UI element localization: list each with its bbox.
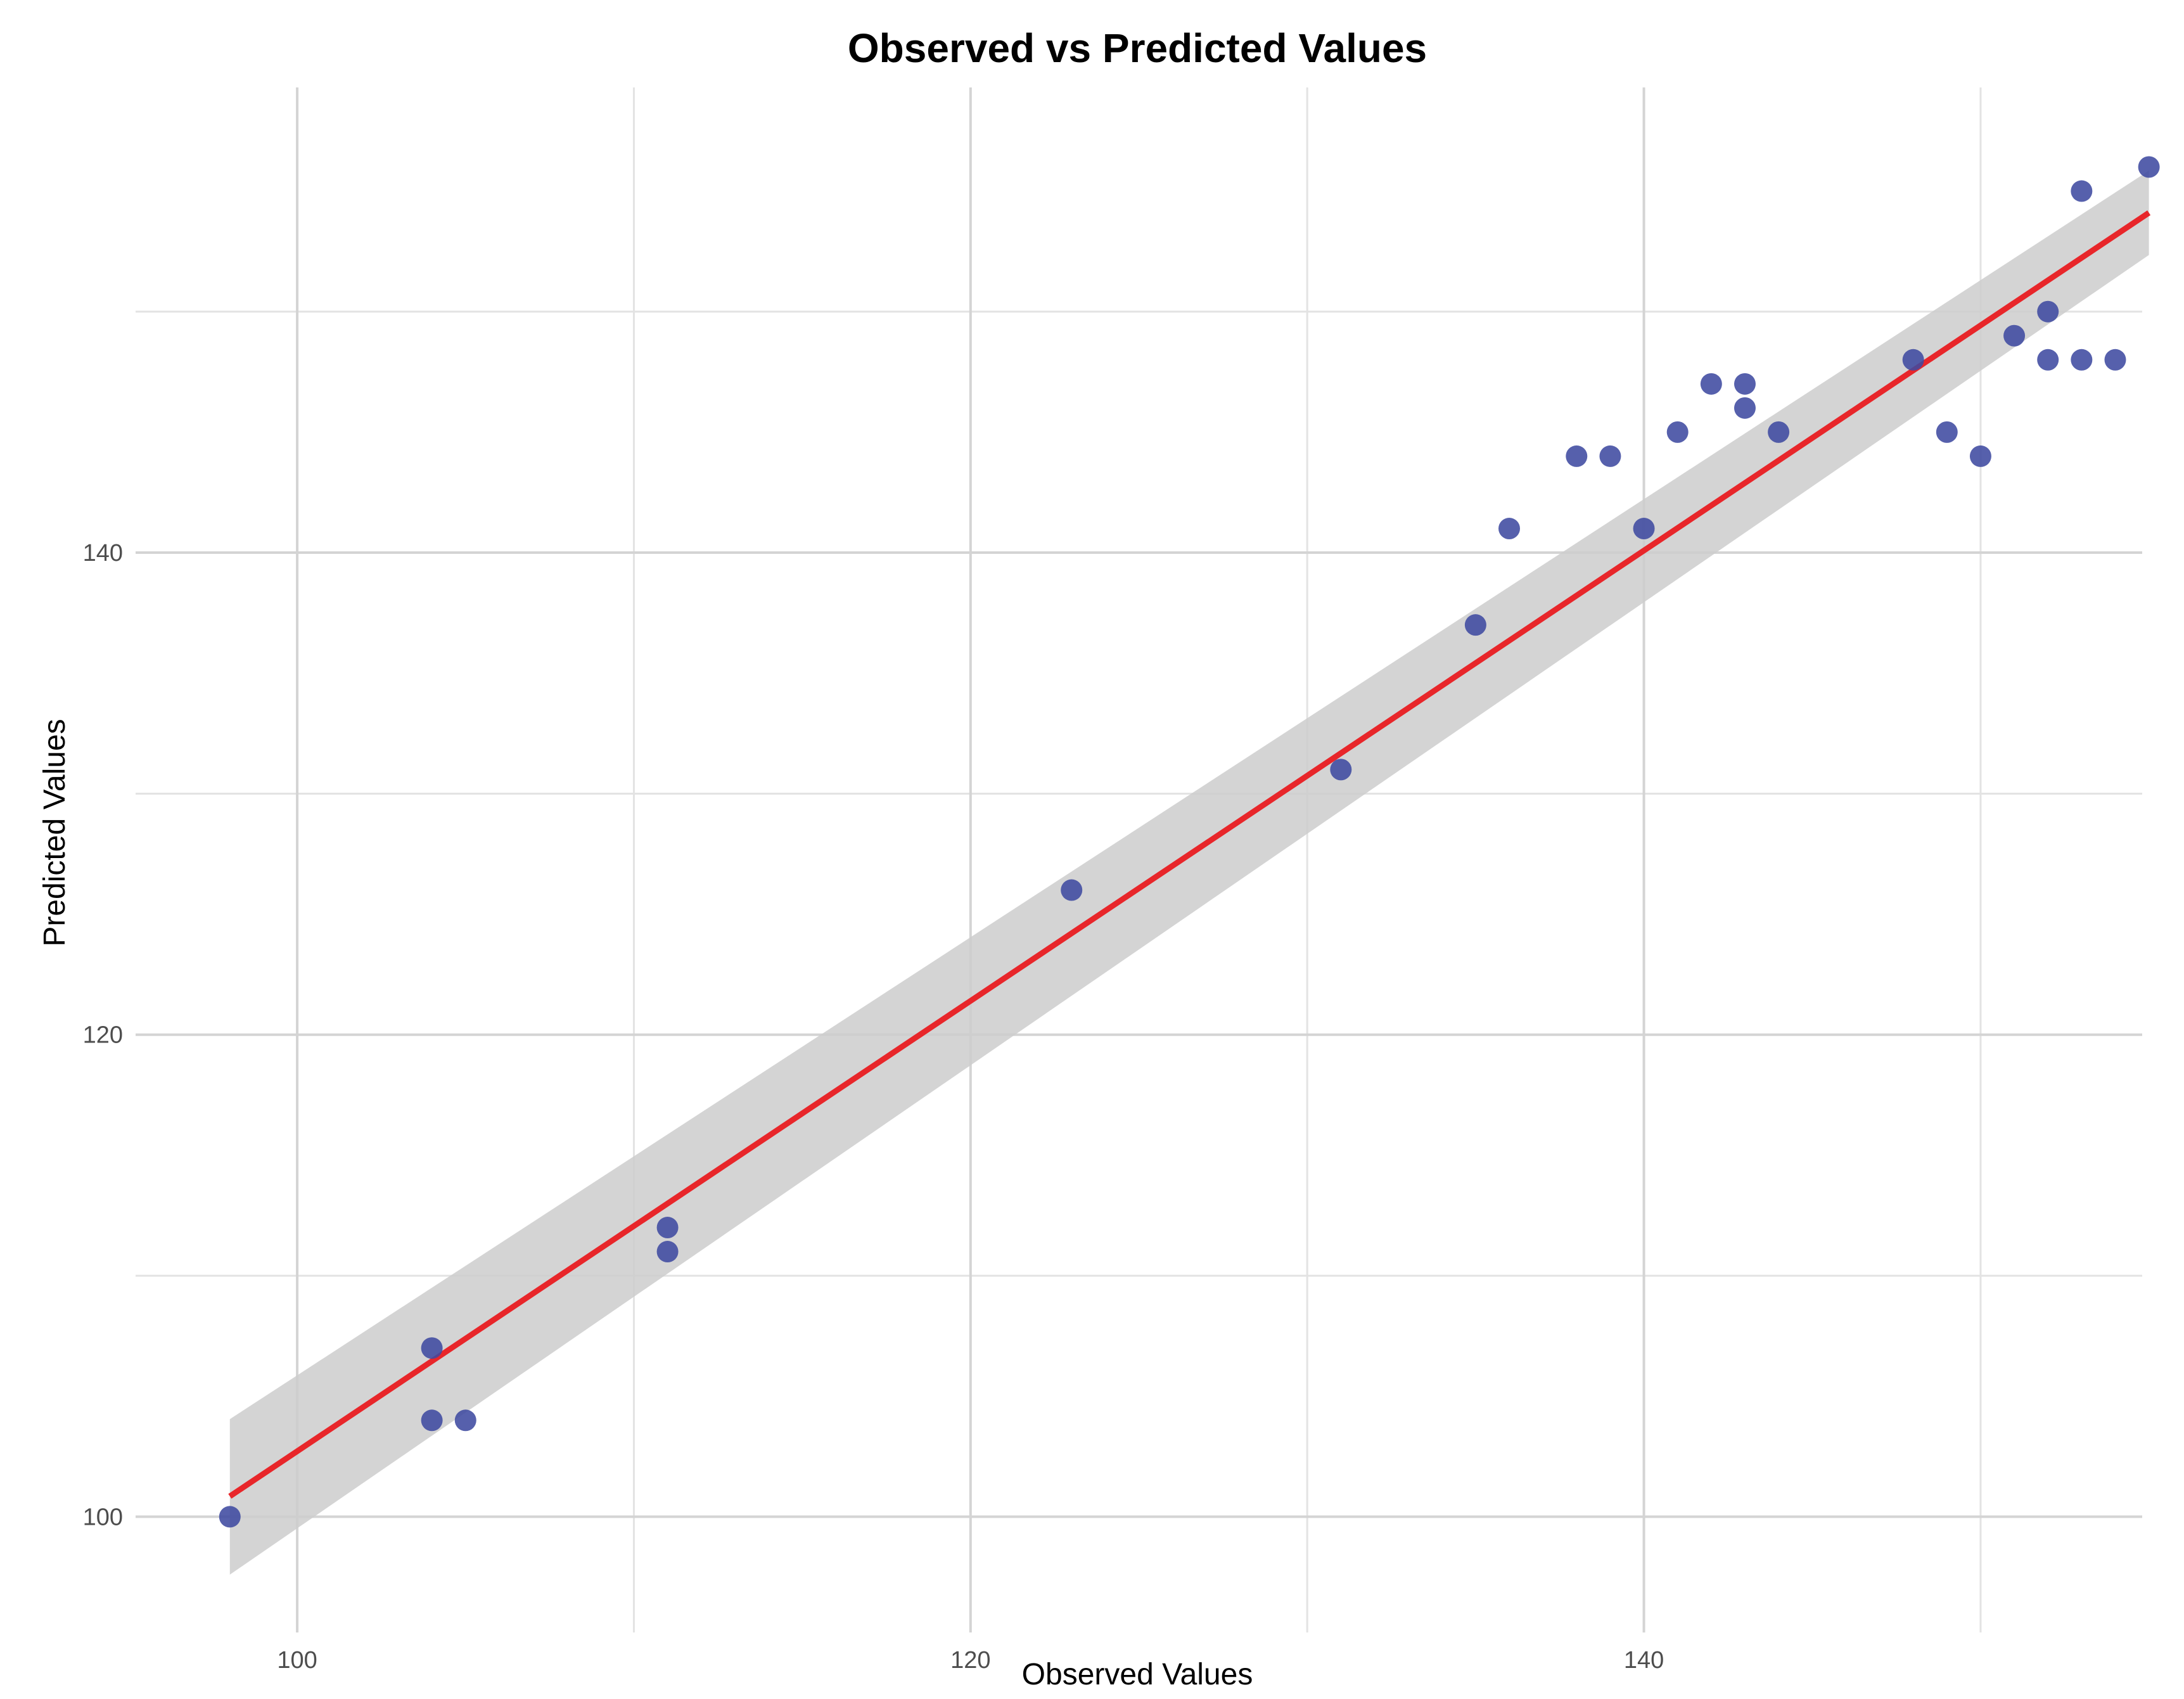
data-point <box>2037 300 2059 323</box>
data-point <box>1666 421 1689 443</box>
data-point <box>1633 518 1655 540</box>
data-point <box>2138 156 2160 178</box>
x-tick-label: 140 <box>1624 1647 1664 1674</box>
data-point <box>2071 180 2093 202</box>
data-point <box>1734 373 1756 395</box>
data-point <box>219 1506 241 1528</box>
data-point <box>656 1241 679 1263</box>
x-tick-label: 100 <box>277 1647 317 1674</box>
data-point <box>2071 349 2093 371</box>
data-point <box>1734 397 1756 419</box>
data-point <box>1969 445 1991 467</box>
data-point <box>1061 879 1083 901</box>
x-axis-label: Observed Values <box>1022 1658 1253 1691</box>
data-point <box>1330 759 1352 781</box>
data-point <box>1498 518 1521 540</box>
data-point <box>2037 349 2059 371</box>
chart-title: Observed vs Predicted Values <box>848 25 1427 71</box>
y-tick-label: 120 <box>83 1022 123 1049</box>
data-point <box>1902 349 1924 371</box>
data-point <box>421 1409 443 1432</box>
data-point <box>1700 373 1722 395</box>
data-point <box>656 1217 679 1239</box>
confidence-band <box>229 170 2149 1575</box>
regression-line <box>228 210 2151 1499</box>
data-point <box>2003 324 2026 347</box>
tick-labels: 100 120 140 100 120 140 <box>83 540 1664 1674</box>
data-point <box>1599 445 1621 467</box>
y-tick-label: 140 <box>83 540 123 567</box>
data-point <box>1464 614 1486 636</box>
data-point <box>421 1337 443 1359</box>
data-point <box>1566 445 1588 467</box>
data-point <box>454 1409 476 1432</box>
x-tick-label: 120 <box>950 1647 990 1674</box>
data-point <box>1936 421 1958 443</box>
y-axis-label: Predicted Values <box>38 719 72 946</box>
data-point <box>1768 421 1790 443</box>
fit-line-layer <box>228 210 2151 1499</box>
y-tick-label: 100 <box>83 1504 123 1530</box>
data-points <box>219 156 2160 1528</box>
data-point <box>2104 349 2126 371</box>
confidence-band-layer <box>229 170 2149 1575</box>
